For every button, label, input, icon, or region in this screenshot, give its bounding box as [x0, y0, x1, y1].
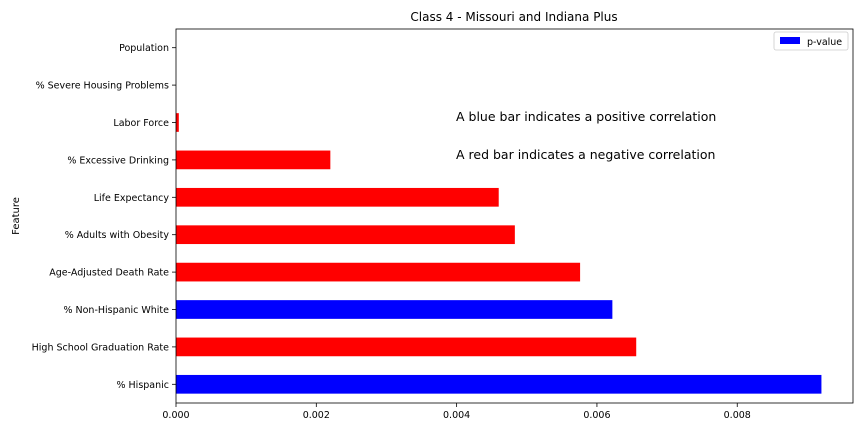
- legend: p-value: [773, 31, 849, 51]
- y-tick-label: High School Graduation Rate: [32, 342, 170, 353]
- y-tick-label: % Hispanic: [116, 380, 169, 391]
- x-tick-labels: 0.000 0.002 0.004 0.006 0.008: [162, 403, 751, 421]
- bar: [176, 225, 515, 245]
- bar: [176, 187, 499, 207]
- x-tick-label: 0.006: [583, 410, 610, 421]
- y-tick-label: Labor Force: [113, 118, 169, 129]
- bar: [176, 374, 822, 394]
- y-tick-label: Age-Adjusted Death Rate: [49, 268, 169, 279]
- y-tick-label: % Severe Housing Problems: [36, 81, 169, 92]
- legend-label: p-value: [807, 37, 842, 48]
- bar: [176, 337, 637, 357]
- x-tick-label: 0.002: [303, 410, 330, 421]
- bar: [176, 113, 179, 132]
- bar: [176, 300, 613, 319]
- annotation-negative: A red bar indicates a negative correlati…: [456, 147, 715, 162]
- x-tick-label: 0.004: [443, 410, 470, 421]
- annotation-positive: A blue bar indicates a positive correlat…: [456, 109, 716, 124]
- x-tick-label: 0.000: [162, 410, 189, 421]
- chart-title: Class 4 - Missouri and Indiana Plus: [410, 10, 617, 24]
- legend-box: [773, 31, 849, 51]
- bars-layer: [176, 113, 822, 394]
- y-tick-label: % Excessive Drinking: [67, 155, 169, 166]
- y-axis-label: Feature: [11, 197, 22, 235]
- y-tick-label: % Non-Hispanic White: [63, 305, 169, 316]
- plot-frame: [175, 28, 854, 404]
- y-tick-label: Population: [119, 43, 169, 54]
- y-tick-label: % Adults with Obesity: [65, 230, 170, 241]
- bar: [176, 150, 331, 170]
- bar: [176, 262, 581, 282]
- y-tick-labels: Population % Severe Housing Problems Labor…: [32, 43, 176, 391]
- y-tick-label: Life Expectancy: [94, 193, 170, 204]
- legend-swatch: [780, 37, 800, 44]
- x-tick-label: 0.008: [724, 410, 751, 421]
